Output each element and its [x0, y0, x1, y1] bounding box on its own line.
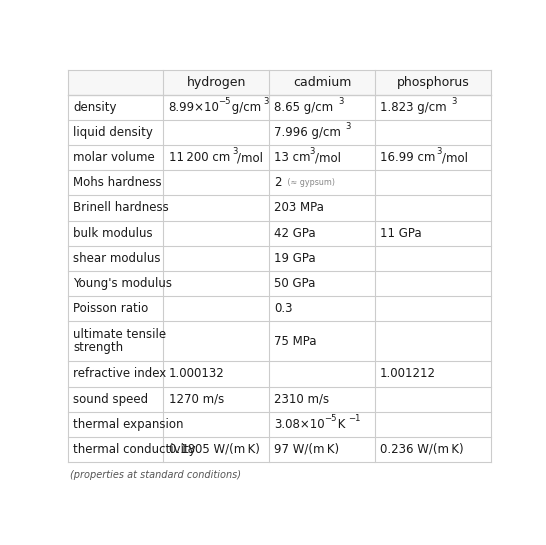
Text: 3: 3 [451, 97, 456, 106]
Text: /mol: /mol [238, 151, 263, 164]
Text: 3: 3 [437, 147, 442, 156]
Text: 3: 3 [345, 122, 351, 131]
Text: 2310 m/s: 2310 m/s [274, 392, 329, 405]
Text: cadmium: cadmium [293, 76, 351, 89]
Text: 1270 m/s: 1270 m/s [169, 392, 224, 405]
Text: −5: −5 [218, 97, 230, 106]
Text: 19 GPa: 19 GPa [274, 252, 316, 265]
Text: bulk modulus: bulk modulus [73, 227, 153, 240]
Text: 203 MPa: 203 MPa [274, 202, 324, 214]
Text: 1.823 g/cm: 1.823 g/cm [380, 101, 447, 114]
Text: g/cm: g/cm [228, 101, 262, 114]
Text: 1.000132: 1.000132 [169, 367, 224, 380]
FancyBboxPatch shape [68, 70, 491, 95]
Text: /mol: /mol [442, 151, 468, 164]
Text: 7.996 g/cm: 7.996 g/cm [274, 126, 341, 139]
Text: Mohs hardness: Mohs hardness [73, 176, 162, 189]
Text: Poisson ratio: Poisson ratio [73, 302, 149, 315]
Text: 16.99 cm: 16.99 cm [380, 151, 436, 164]
Text: 1.001212: 1.001212 [380, 367, 436, 380]
Text: −5: −5 [324, 414, 336, 423]
Text: liquid density: liquid density [73, 126, 153, 139]
Text: density: density [73, 101, 117, 114]
Text: thermal conductivity: thermal conductivity [73, 443, 196, 456]
Text: 3.08×10: 3.08×10 [274, 417, 325, 431]
Text: thermal expansion: thermal expansion [73, 417, 184, 431]
Text: phosphorus: phosphorus [397, 76, 470, 89]
Text: hydrogen: hydrogen [187, 76, 246, 89]
Text: molar volume: molar volume [73, 151, 155, 164]
Text: (properties at standard conditions): (properties at standard conditions) [70, 470, 241, 480]
Text: sound speed: sound speed [73, 392, 149, 405]
Text: 2: 2 [274, 176, 282, 189]
Text: ultimate tensile: ultimate tensile [73, 328, 167, 341]
Text: 3: 3 [264, 97, 269, 106]
Text: 3: 3 [310, 147, 315, 156]
Text: 97 W/(m K): 97 W/(m K) [274, 443, 340, 456]
Text: 3: 3 [338, 97, 343, 106]
Text: Brinell hardness: Brinell hardness [73, 202, 169, 214]
Text: /mol: /mol [315, 151, 341, 164]
Text: 42 GPa: 42 GPa [274, 227, 316, 240]
Text: (≈ gypsum): (≈ gypsum) [285, 178, 335, 187]
Text: strength: strength [73, 341, 123, 354]
Text: 3: 3 [232, 147, 238, 156]
Text: refractive index: refractive index [73, 367, 167, 380]
Text: 8.99×10: 8.99×10 [169, 101, 219, 114]
Text: 50 GPa: 50 GPa [274, 277, 316, 290]
Text: 11 GPa: 11 GPa [380, 227, 422, 240]
Text: 0.1805 W/(m K): 0.1805 W/(m K) [169, 443, 259, 456]
Text: shear modulus: shear modulus [73, 252, 161, 265]
Text: 0.236 W/(m K): 0.236 W/(m K) [380, 443, 464, 456]
Text: 11 200 cm: 11 200 cm [169, 151, 230, 164]
Text: Young's modulus: Young's modulus [73, 277, 173, 290]
Text: 75 MPa: 75 MPa [274, 335, 317, 348]
Text: K: K [334, 417, 346, 431]
Text: 13 cm: 13 cm [274, 151, 311, 164]
Text: 8.65 g/cm: 8.65 g/cm [274, 101, 334, 114]
Text: 0.3: 0.3 [274, 302, 293, 315]
Text: −1: −1 [348, 414, 361, 423]
